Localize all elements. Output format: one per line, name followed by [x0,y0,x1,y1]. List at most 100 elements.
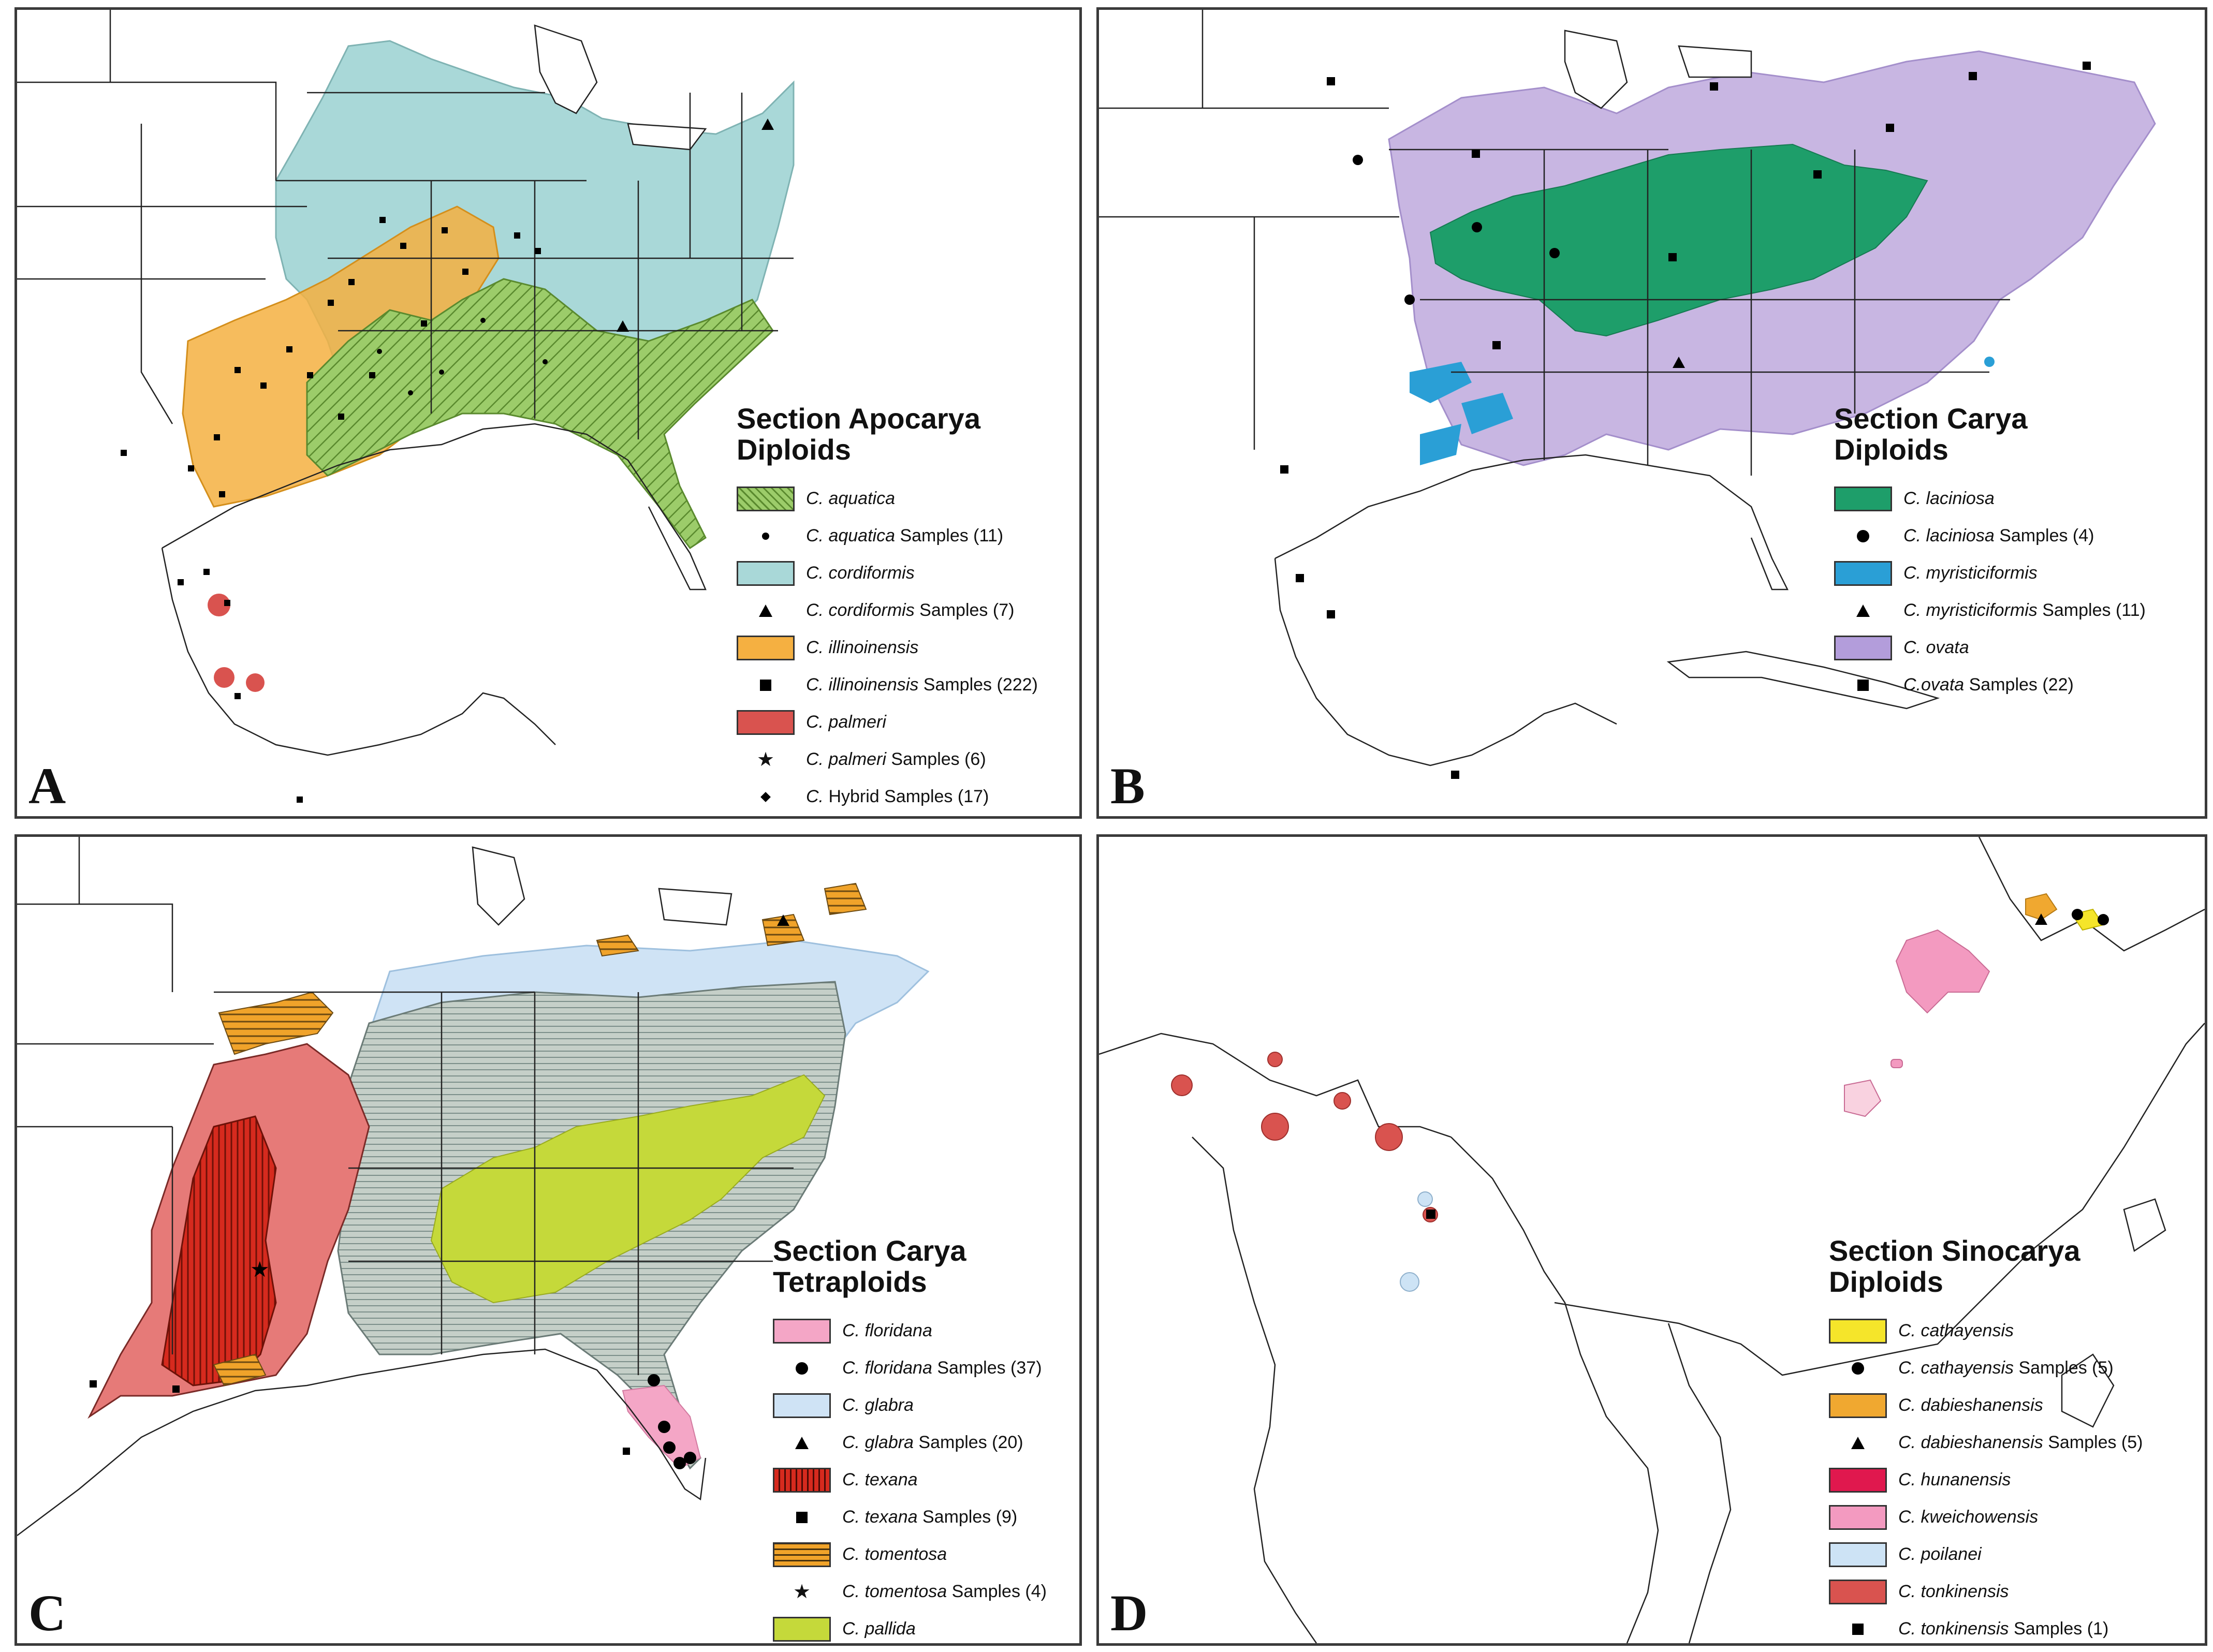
legend-item-laciniosa-range: C. laciniosa [1834,480,2146,518]
diamond-marker-icon [760,792,771,802]
laciniosa-range-area [1429,143,1928,337]
species-name: C. poilanei [1898,1544,1982,1565]
legend-label: C. pallida [842,1619,916,1639]
gulf-coast-c [17,1348,707,1536]
legend-label: C. tomentosa [842,1544,947,1565]
legend-item-aquatica-samples: C. aquatica Samples (11) [737,518,1038,555]
species-name: C. pallida [842,1619,916,1639]
pallida-range-swatch [773,1616,831,1642]
legend-label: C. hunanensis [1898,1470,2011,1490]
legend-item-glabra-range: C. glabra [773,1387,1047,1424]
palmeri-range-swatch [737,710,795,735]
legend-d: Section Sinocarya Diploids C. cathayensis… [1829,1235,2143,1643]
legend-item-cathayensis-range: C. cathayensis [1829,1312,2143,1350]
tomentosa-range-swatch [773,1542,831,1567]
sample-count: Samples (20) [913,1433,1023,1453]
legend-item-tonkinensis-samples: C. tonkinensis Samples (1) [1829,1611,2143,1643]
legend-item-texana-range: C. texana [773,1462,1047,1499]
legend-label: C. aquatica Samples (11) [806,526,1003,546]
cuba-outline [1666,651,1940,710]
species-name: C. kweichowensis [1898,1507,2039,1527]
legend-label: C. floridana Samples (37) [842,1358,1042,1378]
state-borders [17,10,794,439]
dot-marker-icon [762,532,769,540]
tonkinensis-sample-markers [1426,1210,1435,1219]
square-marker-icon [1857,679,1869,691]
aquatica-range-area [306,278,774,550]
glabra-sample-markers [777,915,789,926]
sample-count: Samples (37) [932,1358,1042,1378]
floridana-range-swatch [773,1318,831,1344]
legend-label: C. laciniosa [1903,489,1995,509]
sample-count: Hybrid Samples (17) [824,787,989,807]
legend-item-illinoinensis-range: C. illinoinensis [737,629,1038,667]
sample-count: Samples (6) [886,749,986,770]
species-name: C. cathayensis [1898,1321,2014,1341]
panel-letter-a: A [28,757,66,815]
sample-count: Samples (1) [2009,1619,2109,1639]
legend-item-aquatica-range: C. aquatica [737,480,1038,518]
legend-label: C.ovata Samples (22) [1903,675,2074,695]
map-b [1099,10,2156,779]
legend-item-cordiformis-samples: C. cordiformis Samples (7) [737,592,1038,629]
species-name: C. cathayensis [1898,1358,2014,1378]
legend-label: C. poilanei [1898,1544,1982,1565]
legend-label: C. tomentosa Samples (4) [842,1582,1047,1602]
legend-item-glabra-samples: C. glabra Samples (20) [773,1424,1047,1462]
texana-range-swatch [773,1467,831,1493]
panel-letter-d: D [1110,1584,1148,1642]
legend-item-kweichowensis-range: C. kweichowensis [1829,1499,2143,1536]
sample-count: Samples (4) [1994,526,2094,546]
laciniosa-sample-markers [1353,155,1560,305]
legend-label: C. texana Samples (9) [842,1507,1017,1527]
legend-title: Section Apocarya Diploids [737,402,980,466]
square-marker-icon [796,1511,808,1523]
legend-label: C. ovata [1903,638,1969,658]
legend-item-ovata-samples: C.ovata Samples (22) [1834,667,2146,704]
legend-label: C. floridana [842,1321,932,1341]
species-name: C. texana [842,1470,918,1490]
laciniosa-range-swatch [1834,486,1892,511]
poilanei-range-area [1400,1191,1433,1292]
species-name: C. glabra [842,1433,914,1453]
tomentosa-sample-marker: ★ [250,1257,270,1282]
hunanensis-range-swatch [1829,1467,1887,1493]
circle-marker-icon [796,1362,808,1375]
panel-letter-c: C [28,1584,66,1642]
triangle-marker-icon [759,604,772,617]
ovata-sample-markers [1280,62,2091,779]
ovata-range-swatch [1834,635,1892,660]
species-name: C. myristiciformis [1903,600,2038,621]
star-marker-icon: ★ [793,1581,811,1603]
legend-label: C. cathayensis [1898,1321,2014,1341]
dabieshanensis-range-swatch [1829,1393,1887,1418]
legend-label: C. tonkinensis [1898,1582,2009,1602]
map-a [17,10,795,803]
species-name: C. myristiciformis [1903,563,2038,583]
species-name: C. floridana [842,1321,932,1341]
glabra-range-swatch [773,1393,831,1418]
square-marker-icon [760,679,771,691]
sample-count: Samples (5) [2014,1358,2114,1378]
legend-item-myristiciformis-range: C. myristiciformis [1834,555,2146,592]
legend-item-cathayensis-samples: C. cathayensis Samples (5) [1829,1350,2143,1387]
sample-count: Samples (11) [2037,600,2146,621]
legend-a: Section Apocarya Diploids C. aquatica C. a… [737,403,1038,816]
species-name: C. hunanensis [1898,1470,2011,1490]
state-borders-b [1099,10,2010,476]
star-marker-icon: ★ [756,748,775,771]
legend-label: C. cathayensis Samples (5) [1898,1358,2114,1378]
sample-count: Samples (222) [918,675,1038,695]
cordiformis-range-swatch [737,561,795,586]
legend-item-hybrid-samples: C. Hybrid Samples (17) [737,778,1038,816]
legend-item-palmeri-range: C. palmeri [737,704,1038,741]
gulf-coast [162,423,707,591]
legend-label: C. dabieshanensis [1898,1395,2043,1415]
map-d [1099,837,2205,1643]
sample-count: Samples (5) [2043,1433,2143,1453]
species-name: C. tomentosa [842,1544,947,1565]
sample-count: Samples (11) [895,526,1004,546]
species-name: C. glabra [842,1395,914,1415]
state-borders-c [17,837,794,1375]
cordiformis-sample-markers [617,119,774,332]
